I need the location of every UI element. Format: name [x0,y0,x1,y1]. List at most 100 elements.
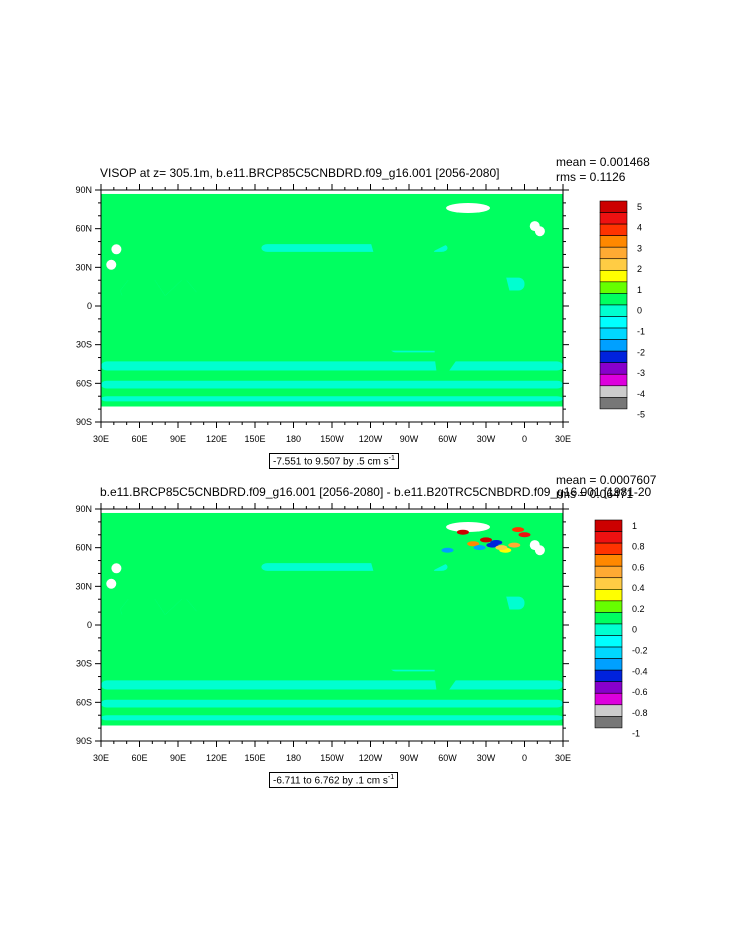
colorbar-box [599,339,628,352]
colorbar-box [594,519,623,532]
x-tick-label: 60E [131,434,147,444]
greenland-no-data [446,522,491,533]
x-tick-label: 90W [400,753,419,763]
greenland-no-data [446,203,491,214]
land-masses [101,528,563,696]
colorbar-box [594,704,623,717]
colorbar-label: 3 [637,243,642,253]
x-tick-label: 120E [206,753,227,763]
colorbar-box [594,612,623,625]
colorbar-box [599,223,628,236]
y-tick-label: 90S [76,736,92,746]
colorbar-box [594,531,623,544]
colorbar-label: -0.6 [632,687,648,697]
y-tick-label: 90N [75,185,92,195]
continent [319,532,480,696]
colorbar-label: -1 [637,327,645,337]
colorbar-label: -0.4 [632,666,648,676]
colorbar-label: 0 [637,306,642,316]
x-tick-label: 30E [555,434,571,444]
x-tick-label: 150E [244,434,265,444]
colorbar-label: 0.2 [632,604,645,614]
x-tick-label: 150E [244,753,265,763]
continent [207,640,259,674]
y-tick-label: 60N [75,224,92,234]
x-tick-label: 180 [286,434,301,444]
colorbar-box [599,212,628,225]
ocean-band [101,396,563,402]
colorbar-box [594,692,623,706]
x-tick-label: 150W [320,434,344,444]
panel-title: b.e11.BRCP85C5CNBDRD.f09_g16.001 [2056-2… [100,485,652,499]
colorbar-label: 0 [632,625,637,635]
y-tick-label: 90N [75,504,92,514]
colorbar-box [599,246,628,260]
colorbar-label: -0.8 [632,708,648,718]
colorbar-box [599,235,628,248]
x-tick-label: 120E [206,434,227,444]
colorbar-box [599,373,628,387]
panel-title: VISOP at z= 305.1m, b.e11.BRCP85C5CNBDRD… [100,166,500,180]
no-data-patch [534,545,545,556]
antarctica-no-data [101,725,563,741]
ocean-band [101,715,563,721]
x-tick-label: 60E [131,753,147,763]
colorbar-label: 1 [632,521,637,531]
y-tick-label: 30S [76,340,92,350]
colorbar-box [594,554,623,567]
y-tick-label: 0 [87,620,92,630]
colorbar-box [594,635,623,648]
x-tick-label: 0 [522,753,527,763]
rms-label: rms = 0.1126 [556,170,626,184]
colorbar-box [594,646,623,659]
anomaly-spot [467,541,480,547]
y-tick-label: 90S [76,417,92,427]
no-data-patch [106,578,117,589]
x-tick-label: 90W [400,434,419,444]
colorbar-box [594,577,623,590]
colorbar-box [594,716,623,729]
y-tick-label: 60S [76,697,92,707]
colorbar-label: 5 [637,202,642,212]
colorbar-box [594,658,623,671]
colorbar-box [594,600,623,613]
anomaly-spot [473,545,486,551]
contour-range-label: -6.711 to 6.762 by .1 cm s-1 [269,772,399,789]
colorbar-label: 1 [637,285,642,295]
colorbar-box [594,589,623,602]
map-panel-2: b.e11.BRCP85C5CNBDRD.f09_g16.001 [2056-2… [0,470,733,945]
colorbar-box [599,397,628,410]
colorbar-box [599,269,628,283]
continent [207,321,259,355]
no-data-patch [106,259,117,270]
colorbar-box [594,565,623,579]
x-tick-label: 0 [522,434,527,444]
y-tick-label: 60S [76,378,92,388]
y-tick-label: 30S [76,659,92,669]
anomaly-spot [508,542,521,548]
x-tick-label: 120W [359,753,383,763]
anomaly-spot [518,532,531,538]
colorbar-label: 0.8 [632,542,645,552]
anomaly-spot [490,540,503,546]
arctic-no-data [101,190,563,194]
x-tick-label: 180 [286,753,301,763]
ocean-band [101,361,563,371]
colorbar-label: 2 [637,264,642,274]
colorbar-label: 4 [637,223,642,233]
x-tick-label: 90E [170,753,186,763]
colorbar-label: -5 [637,410,645,420]
colorbar-box [594,542,623,555]
colorbar-box [594,669,623,682]
map-panel-1: VISOP at z= 305.1m, b.e11.BRCP85C5CNBDRD… [0,0,733,470]
colorbar-box [599,316,628,329]
x-tick-label: 150W [320,753,344,763]
x-tick-label: 30E [93,434,109,444]
colorbar-label: -3 [637,368,645,378]
colorbar-box [599,258,628,271]
continent [101,209,294,350]
x-tick-label: 90E [170,434,186,444]
anomaly-spot [512,527,525,533]
